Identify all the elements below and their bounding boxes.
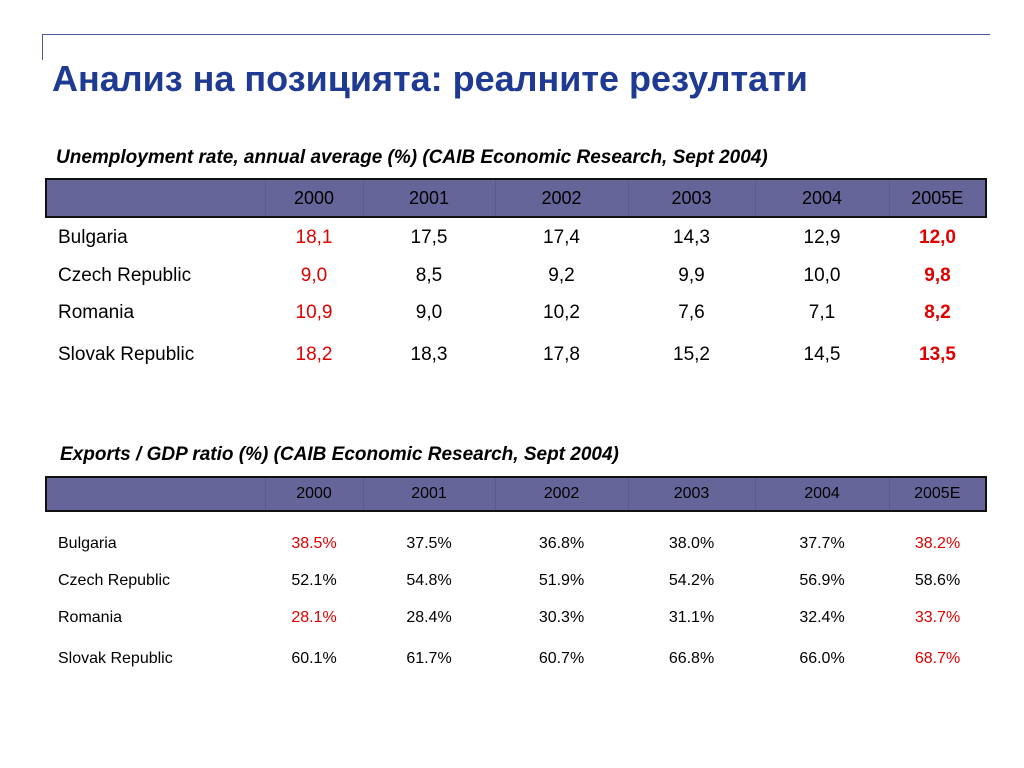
table-row: Slovak Republic 18,2 18,3 17,8 15,2 14,5…: [46, 332, 986, 378]
value-cell: 8,2: [924, 302, 951, 323]
value-cell: 8,5: [415, 265, 443, 286]
value-cell: 38.5%: [291, 535, 337, 552]
value-cell: 51.9%: [538, 572, 585, 589]
spacer-cell: [46, 511, 986, 526]
header-corner-cell: [45, 178, 265, 218]
value-cell: 18,1: [295, 227, 333, 248]
page-title: Анализ на позицията: реалните резултати: [52, 58, 808, 99]
table-row: Bulgaria 38.5% 37.5% 36.8% 38.0% 37.7% 3…: [46, 526, 986, 562]
value-cell: 38.2%: [914, 535, 961, 552]
table-header-row: 2000 2001 2002 2003 2004 2005E: [45, 476, 987, 512]
value-cell: 17,4: [543, 227, 580, 248]
value-cell: 17,8: [543, 344, 580, 365]
value-cell: 60.1%: [291, 650, 337, 667]
header-year-cell: 2003: [627, 178, 755, 218]
value-cell: 10,0: [803, 265, 841, 286]
value-cell: 12,9: [803, 227, 841, 248]
header-year-cell: 2003: [627, 476, 755, 512]
value-cell: 13,5: [919, 344, 956, 365]
value-cell: 38.0%: [668, 535, 715, 552]
value-cell: 9,2: [548, 265, 575, 286]
value-cell: 9,0: [415, 302, 443, 323]
value-cell: 61.7%: [406, 650, 452, 667]
country-cell: Czech Republic: [58, 572, 171, 589]
value-cell: 18,3: [410, 344, 448, 365]
value-cell: 58.6%: [914, 572, 961, 589]
header-year-cell: 2001: [362, 476, 495, 512]
value-cell: 32.4%: [799, 609, 845, 626]
header-year-cell: 2005E: [888, 178, 987, 218]
value-cell: 54.8%: [406, 572, 452, 589]
value-cell: 60.7%: [538, 650, 585, 667]
exports-table: 2000 2001 2002 2003 2004 2005E Bulgaria …: [45, 476, 987, 682]
header-year-cell: 2004: [754, 178, 889, 218]
country-cell: Romania: [58, 302, 135, 323]
value-cell: 17,5: [410, 227, 448, 248]
value-cell: 37.5%: [406, 535, 452, 552]
country-cell: Slovak Republic: [58, 650, 173, 667]
header-year-cell: 2002: [494, 178, 628, 218]
header-year-cell: 2000: [264, 178, 363, 218]
value-cell: 14,3: [673, 227, 710, 248]
table-row: Czech Republic 52.1% 54.8% 51.9% 54.2% 5…: [46, 562, 986, 600]
spacer-row: [46, 511, 986, 526]
value-cell: 7,1: [808, 302, 836, 323]
value-cell: 15,2: [673, 344, 710, 365]
value-cell: 9,9: [678, 265, 705, 286]
country-cell: Czech Republic: [58, 265, 192, 286]
value-cell: 14,5: [803, 344, 841, 365]
country-cell: Bulgaria: [58, 535, 117, 552]
top-rule: [42, 34, 990, 35]
country-cell: Romania: [58, 609, 123, 626]
value-cell: 9,0: [300, 265, 328, 286]
table-row: Romania 10,9 9,0 10,2 7,6 7,1 8,2: [46, 294, 986, 332]
value-cell: 28.4%: [406, 609, 452, 626]
table-row: Slovak Republic 60.1% 61.7% 60.7% 66.8% …: [46, 636, 986, 682]
value-cell: 33.7%: [914, 609, 961, 626]
value-cell: 28.1%: [291, 609, 337, 626]
value-cell: 66.0%: [799, 650, 845, 667]
table-row: Czech Republic 9,0 8,5 9,2 9,9 10,0 9,8: [46, 258, 986, 294]
value-cell: 18,2: [295, 344, 333, 365]
value-cell: 10,9: [295, 302, 333, 323]
value-cell: 31.1%: [668, 609, 715, 626]
header-corner-cell: [45, 476, 265, 512]
table-row: Bulgaria 18,1 17,5 17,4 14,3 12,9 12,0: [46, 217, 986, 258]
unemployment-caption: Unemployment rate, annual average (%) (C…: [56, 147, 768, 168]
country-cell: Slovak Republic: [58, 344, 195, 365]
header-year-cell: 2001: [362, 178, 495, 218]
unemployment-table: 2000 2001 2002 2003 2004 2005E Bulgaria …: [45, 178, 987, 378]
table-header-row: 2000 2001 2002 2003 2004 2005E: [45, 178, 987, 218]
header-year-cell: 2002: [494, 476, 628, 512]
value-cell: 36.8%: [538, 535, 585, 552]
exports-caption: Exports / GDP ratio (%) (CAIB Economic R…: [60, 444, 619, 465]
header-year-cell: 2005E: [888, 476, 987, 512]
value-cell: 56.9%: [799, 572, 845, 589]
value-cell: 7,6: [678, 302, 705, 323]
value-cell: 12,0: [919, 227, 956, 248]
value-cell: 10,2: [543, 302, 580, 323]
table-row: Romania 28.1% 28.4% 30.3% 31.1% 32.4% 33…: [46, 600, 986, 636]
value-cell: 30.3%: [538, 609, 585, 626]
value-cell: 68.7%: [914, 650, 961, 667]
country-cell: Bulgaria: [58, 227, 128, 248]
value-cell: 37.7%: [799, 535, 845, 552]
value-cell: 54.2%: [668, 572, 715, 589]
value-cell: 52.1%: [291, 572, 337, 589]
left-rule: [42, 34, 43, 60]
value-cell: 66.8%: [668, 650, 715, 667]
header-year-cell: 2000: [264, 476, 363, 512]
value-cell: 9,8: [924, 265, 951, 286]
header-year-cell: 2004: [754, 476, 889, 512]
